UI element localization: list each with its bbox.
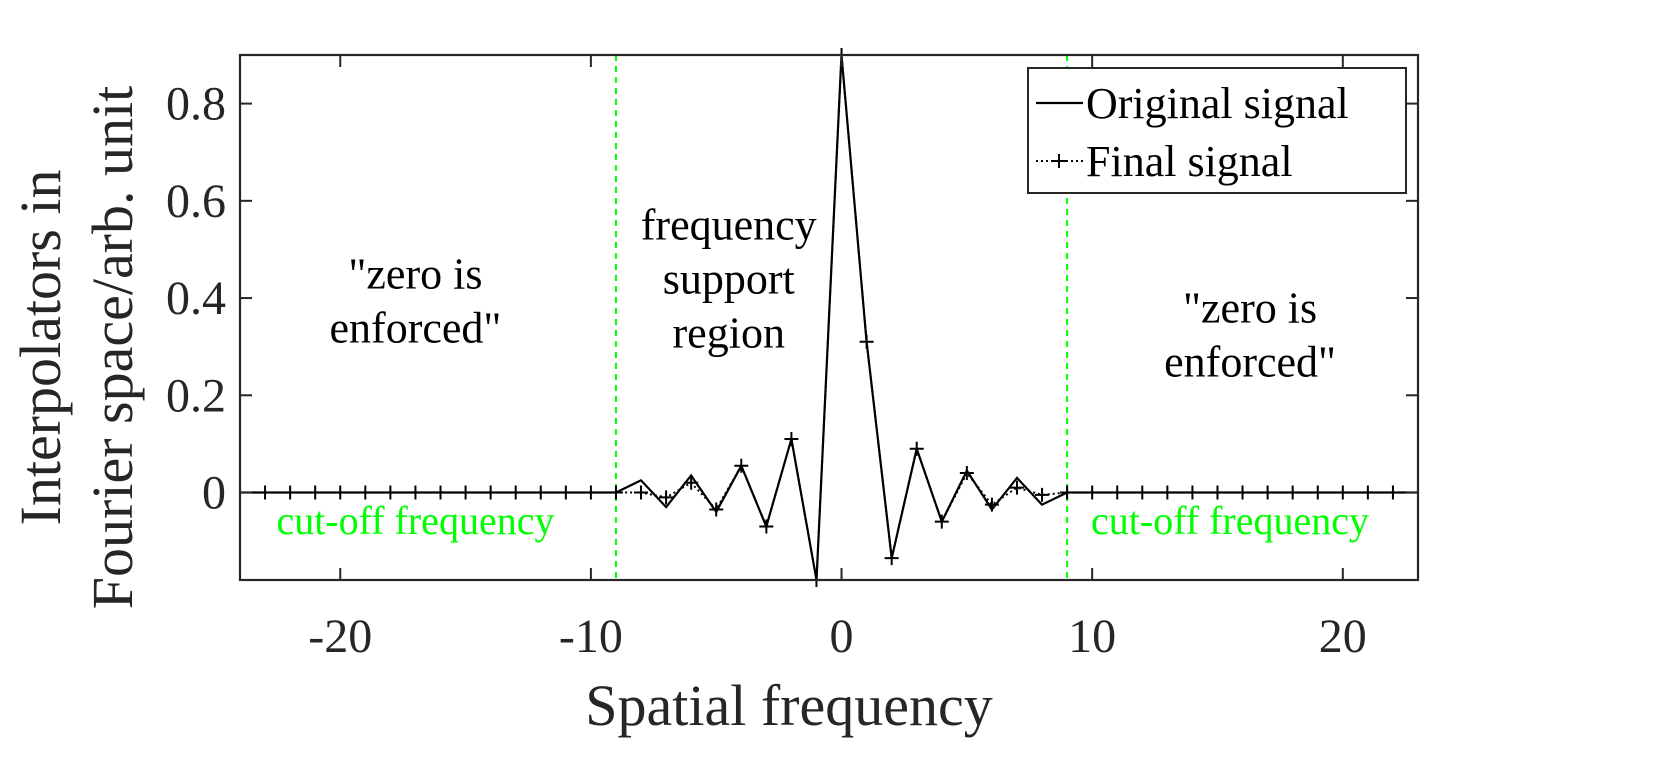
legend: Original signal Final signal [1027, 67, 1407, 194]
annotation-line: cut-off frequency [1091, 498, 1369, 543]
final-signal-marker [358, 485, 373, 500]
y-tick-label: 0 [202, 467, 226, 520]
final-signal-marker [1360, 485, 1375, 500]
annotation-text: cut-off frequency [1091, 498, 1369, 543]
y-axis-title-line: Interpolators in [8, 170, 73, 526]
y-tick-label: 0.6 [166, 175, 226, 228]
annotation-text: cut-off frequency [276, 498, 554, 543]
x-axis-title: Spatial frequency [585, 673, 992, 738]
y-axis-title: Interpolators in Fourier space/arb. unit [8, 86, 145, 609]
final-signal-marker [659, 490, 674, 505]
final-signal-marker [433, 485, 448, 500]
annotations: "zero is enforced" frequency support region "… [276, 201, 1369, 543]
final-signal-marker [533, 485, 548, 500]
final-signal-marker [1235, 485, 1250, 500]
final-signal-marker [1185, 485, 1200, 500]
annotation-line: frequency [641, 201, 817, 250]
annotation-line: "zero is [348, 249, 482, 298]
plot-area [238, 48, 1420, 587]
final-signal-marker [1285, 485, 1300, 500]
x-tick-label: -10 [559, 610, 623, 663]
final-signal-marker [1085, 485, 1100, 500]
final-signal-marker [383, 485, 398, 500]
y-tick-label: 0.2 [166, 369, 226, 422]
annotation-line: region [673, 309, 785, 358]
y-tick-label: 0.4 [166, 272, 226, 325]
final-signal-marker [1210, 485, 1225, 500]
axis-labels: -20 -10 0 10 20 0 0.2 0.4 0.6 0.8 Spatial frequenc… [8, 78, 1367, 738]
final-signal-marker [308, 485, 323, 500]
y-tick-label: 0.8 [166, 78, 226, 131]
legend-label: Original signal [1086, 79, 1349, 128]
x-tick-label: 10 [1068, 610, 1116, 663]
final-signal-marker [984, 497, 999, 512]
final-signal-marker [709, 502, 724, 517]
annotation-text: "zero is enforced" [1164, 283, 1336, 386]
final-signal-marker [283, 485, 298, 500]
final-signal-marker [759, 519, 774, 534]
final-signal-marker [333, 485, 348, 500]
final-signal-marker [508, 485, 523, 500]
x-tick-label: -20 [308, 610, 372, 663]
annotation-line: enforced" [330, 303, 502, 352]
final-signal-marker [1260, 485, 1275, 500]
legend-label: Final signal [1086, 137, 1293, 186]
final-signal-marker [634, 485, 649, 500]
final-signal-marker [608, 485, 623, 500]
axes-box [238, 53, 1420, 582]
final-signal-marker [684, 475, 699, 490]
final-signal-marker [909, 441, 924, 456]
x-tick-label: 0 [830, 610, 854, 663]
final-signal-marker [1060, 485, 1075, 500]
final-signal-marker [408, 485, 423, 500]
final-signal-marker [483, 485, 498, 500]
final-signal-marker [558, 485, 573, 500]
final-signal-marker [784, 432, 799, 447]
annotation-line: enforced" [1164, 337, 1336, 386]
final-signal-marker [884, 551, 899, 566]
final-signal-marker [1035, 487, 1050, 502]
annotation-line: "zero is [1183, 283, 1317, 332]
final-signal-marker [1160, 485, 1175, 500]
annotation-line: support [663, 255, 795, 304]
final-signal-marker [1009, 480, 1024, 495]
final-signal-marker [1110, 485, 1125, 500]
final-signal-marker [1310, 485, 1325, 500]
final-signal-marker [1335, 485, 1350, 500]
final-signal-marker [959, 466, 974, 481]
annotation-text: frequency support region [641, 201, 817, 358]
final-signal-marker [458, 485, 473, 500]
final-signal-marker [258, 485, 273, 500]
annotation-line: cut-off frequency [276, 498, 554, 543]
y-axis-title-line: Fourier space/arb. unit [80, 86, 145, 609]
x-tick-label: 20 [1319, 610, 1367, 663]
final-signal-marker [934, 514, 949, 529]
final-signal-marker [583, 485, 598, 500]
legend-marker-final-signal [1052, 154, 1066, 168]
annotation-text: "zero is enforced" [330, 249, 502, 352]
legend-box [1027, 67, 1407, 194]
final-signal-marker [1135, 485, 1150, 500]
final-signal-marker [859, 334, 874, 349]
axis-ticks [240, 55, 1418, 580]
final-signal-marker [734, 458, 749, 473]
final-signal-marker [1385, 485, 1400, 500]
